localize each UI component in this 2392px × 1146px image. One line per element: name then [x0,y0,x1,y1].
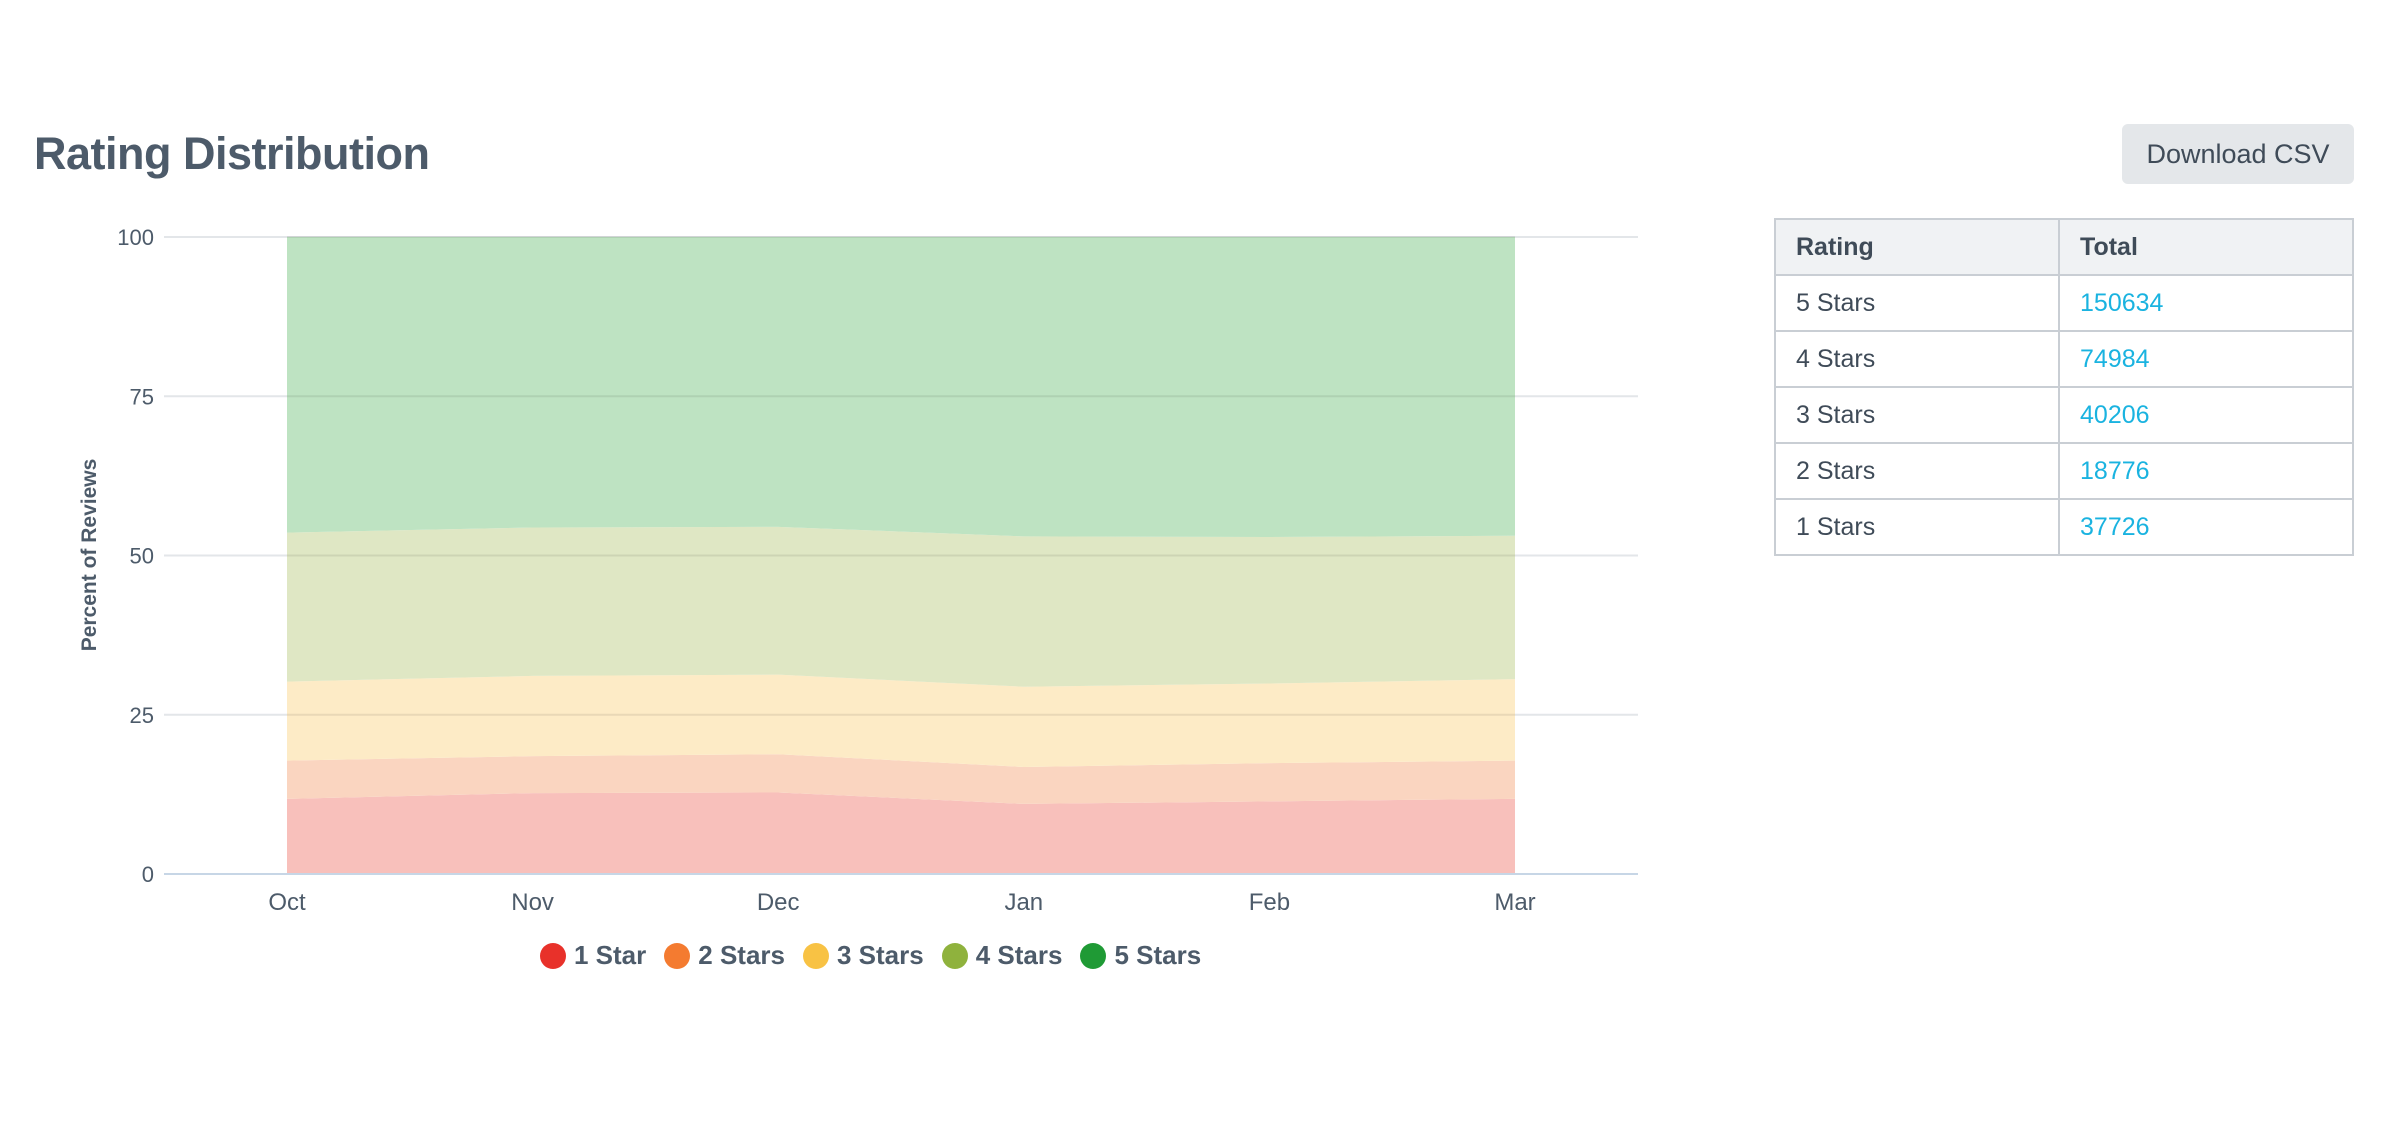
stacked-area-chart: 0 25 50 75 100 Oct Nov Dec Jan Feb Mar Percent of… [78,225,1638,916]
rating-cell: 2 Stars [1773,442,2061,500]
x-tick-label: Dec [757,889,800,916]
area-1-star[interactable] [287,792,1515,874]
y-tick-label: 50 [130,544,154,569]
rating-cell: 4 Stars [1773,330,2061,388]
area-series [287,236,1515,874]
legend-marker [664,942,691,969]
chart-container: 0 25 50 75 100 Oct Nov Dec Jan Feb Mar Percent of… [0,200,1680,1000]
total-link[interactable]: 150634 [2058,274,2354,332]
total-link[interactable]: 37726 [2058,498,2354,556]
rating-cell: 1 Stars [1773,498,2061,556]
rating-cell: 5 Stars [1773,274,2061,332]
x-tick-label: Jan [1004,889,1043,916]
table-row: 2 Stars 18776 [1773,442,2354,500]
legend-marker [941,942,968,969]
legend-label: 5 Stars [1114,940,1202,970]
legend-item-1-star[interactable]: 1 Star [540,940,646,971]
legend-marker [803,942,829,969]
y-tick-label: 25 [130,703,154,728]
legend-marker [1080,942,1107,969]
x-tick-label: Oct [268,889,306,916]
y-axis-label: Percent of Reviews [78,459,101,652]
legend-label: 1 Star [574,940,647,970]
page-title: Rating Distribution [34,128,430,179]
legend-item-2-stars[interactable]: 2 Stars [664,940,785,971]
y-tick-label: 100 [117,225,154,250]
table-row: 1 Stars 37726 [1773,498,2354,556]
rating-totals-table: Rating Total 5 Stars 150634 4 Stars 7498… [1773,218,2354,556]
table-row: 4 Stars 74984 [1773,330,2354,388]
y-tick-label: 75 [130,384,154,409]
legend-label: 3 Stars [837,940,924,970]
total-link[interactable]: 74984 [2058,330,2354,388]
rating-cell: 3 Stars [1773,386,2061,444]
total-link[interactable]: 40206 [2058,386,2354,444]
area-4-stars[interactable] [287,526,1515,687]
y-axis-ticks: 0 25 50 75 100 [117,225,154,887]
area-5-stars[interactable] [287,237,1515,538]
table-header-row: Rating Total [1773,218,2354,276]
area-2-stars[interactable] [287,754,1515,804]
table-row: 5 Stars 150634 [1773,274,2354,332]
header-rating: Rating [1773,218,2061,276]
legend-label: 2 Stars [698,940,785,970]
area-3-stars[interactable] [287,674,1515,767]
legend-marker [540,942,566,969]
legend-item-4-stars[interactable]: 4 Stars [941,940,1063,971]
table-row: 3 Stars 40206 [1773,386,2354,444]
x-axis-ticks: Oct Nov Dec Jan Feb Mar [268,889,1535,916]
x-tick-label: Feb [1249,889,1290,916]
download-csv-button[interactable]: Download CSV [2122,124,2354,184]
legend-item-3-stars[interactable]: 3 Stars [803,940,924,971]
legend-label: 4 Stars [975,940,1063,970]
chart-legend: 1 Star 2 Stars 3 Stars 4 Stars 5 Stars [540,940,1201,971]
total-link[interactable]: 18776 [2058,442,2354,500]
header-total: Total [2058,218,2354,276]
x-tick-label: Nov [511,889,554,916]
x-tick-label: Mar [1494,889,1535,916]
legend-item-5-stars[interactable]: 5 Stars [1080,940,1201,971]
y-tick-label: 0 [142,862,154,887]
